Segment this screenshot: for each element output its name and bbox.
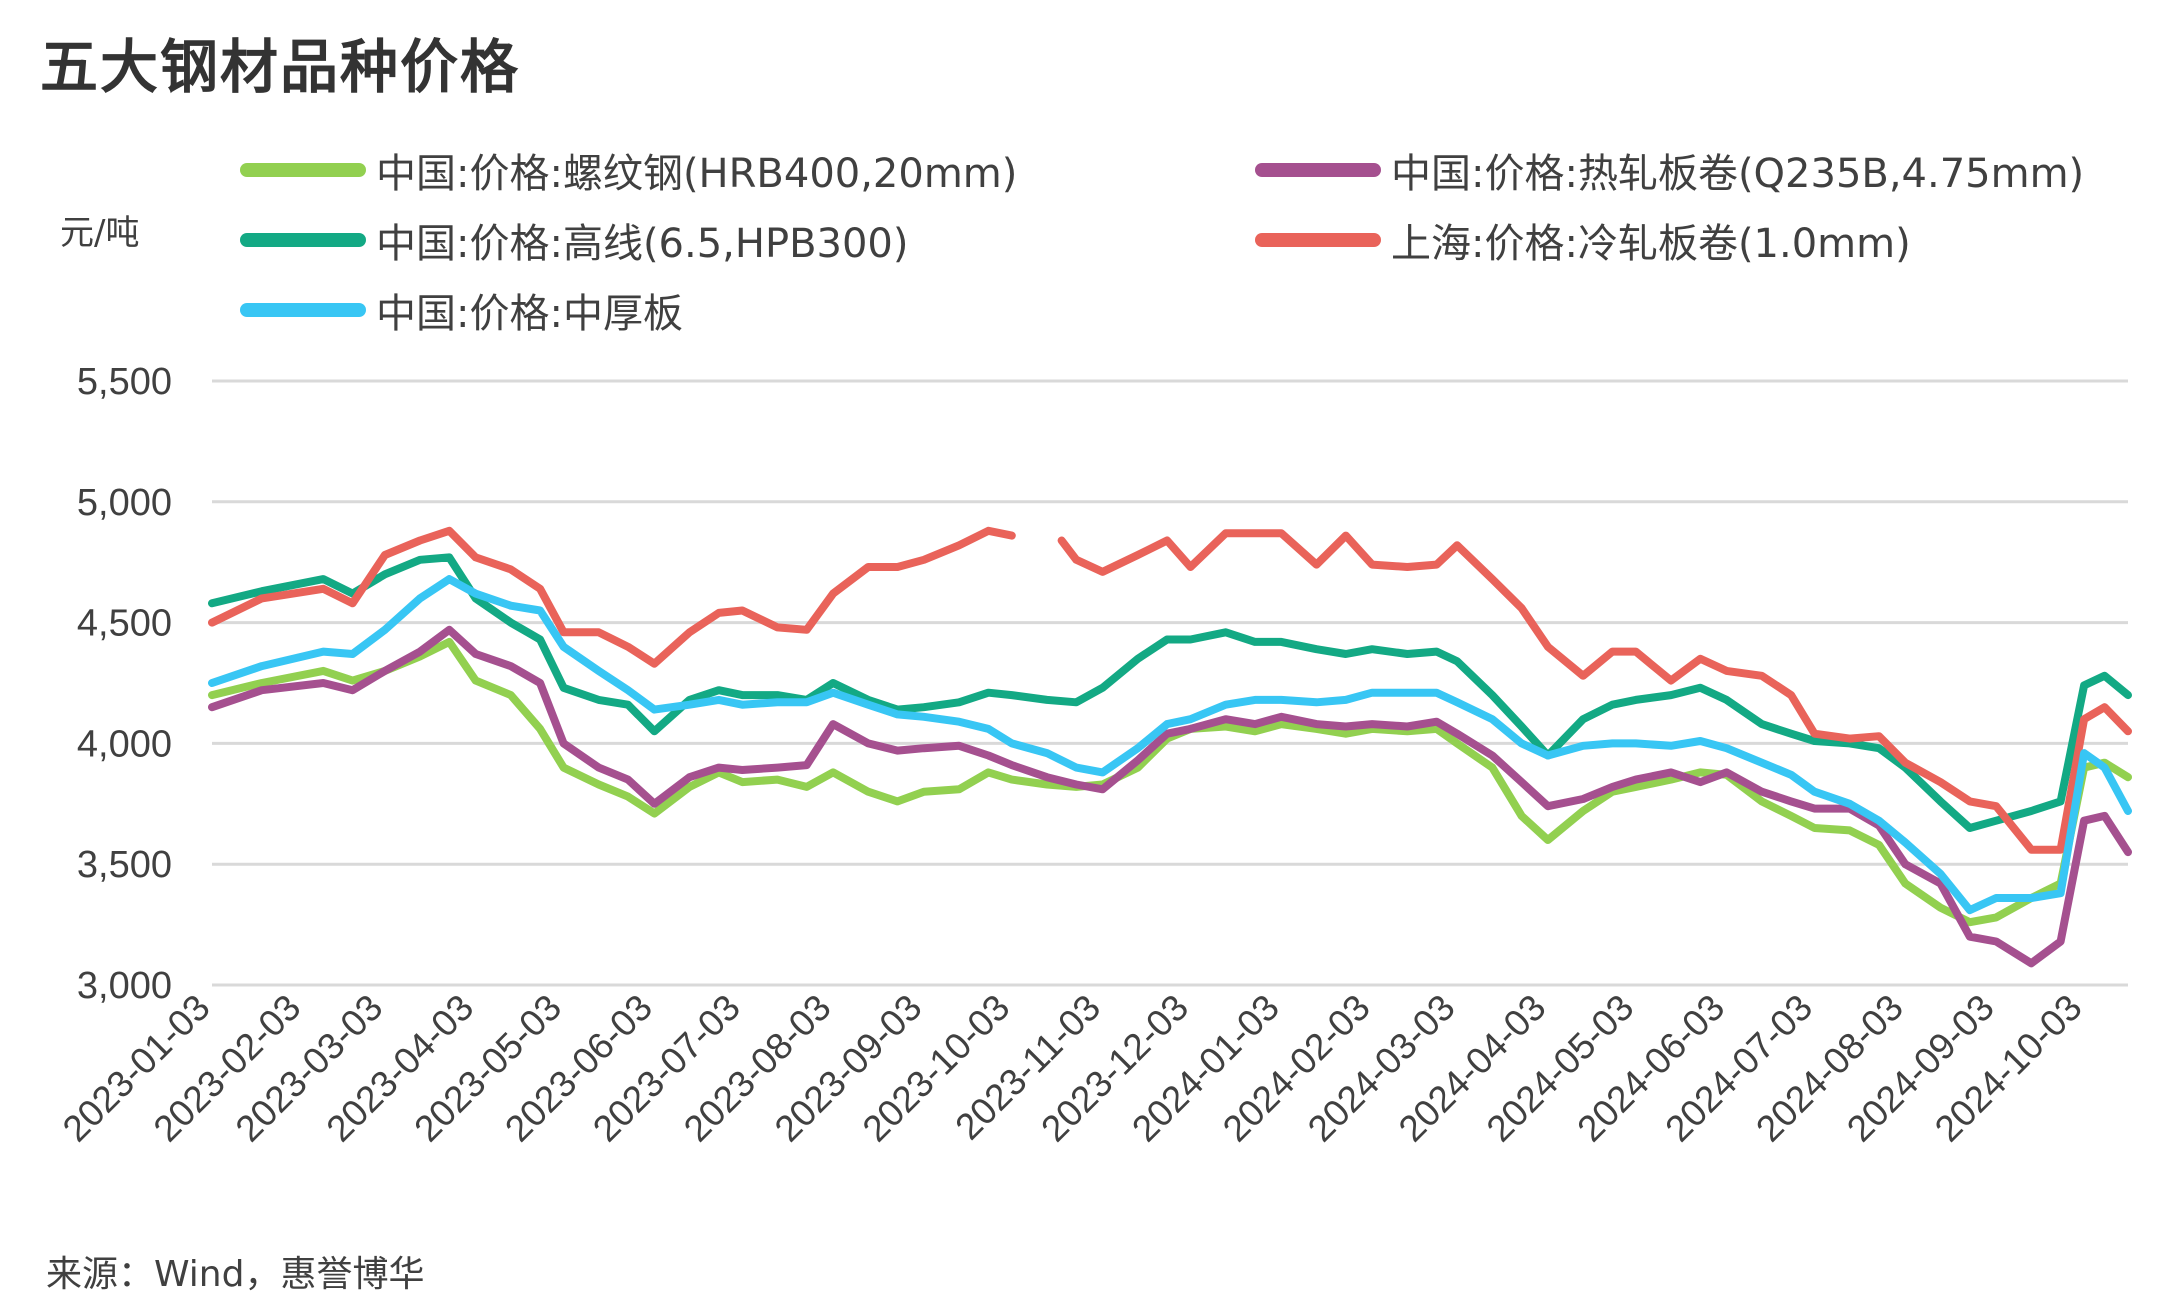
legend-label-medium-plate: 中国:价格:中厚板 <box>376 291 683 337</box>
legend-item-hot-rolled-coil: 中国:价格:热轧板卷(Q235B,4.75mm) <box>1255 145 2084 197</box>
legend-label-hot-rolled-coil: 中国:价格:热轧板卷(Q235B,4.75mm) <box>1391 151 2085 197</box>
y-tick-label: 5,500 <box>77 361 172 403</box>
series-line-1 <box>208 625 2132 968</box>
series-line-4 <box>208 575 2132 915</box>
y-tick-label: 5,000 <box>77 482 172 524</box>
legend-item-cold-rolled-coil: 上海:价格:冷轧板卷(1.0mm) <box>1255 215 1911 267</box>
y-tick-label: 4,000 <box>77 723 172 765</box>
y-tick-label: 3,500 <box>77 844 172 886</box>
legend-swatch-medium-plate <box>240 303 366 317</box>
legend-item-rebar: 中国:价格:螺纹钢(HRB400,20mm) <box>240 145 1017 197</box>
legend-label-cold-rolled-coil: 上海:价格:冷轧板卷(1.0mm) <box>1391 221 1911 267</box>
x-axis-tick-labels: 2023-01-032023-02-032023-03-032023-04-03… <box>55 987 2090 1150</box>
legend-swatch-cold-rolled-coil <box>1255 233 1381 247</box>
legend-swatch-hot-rolled-coil <box>1255 163 1381 177</box>
y-axis-tick-labels: 3,000 3,500 4,000 4,500 5,000 5,500 <box>77 361 172 1007</box>
gridlines <box>212 379 2128 987</box>
legend-item-wire-rod: 中国:价格:高线(6.5,HPB300) <box>240 215 908 267</box>
series-line-0 <box>208 637 2132 927</box>
y-tick-label: 3,000 <box>77 965 172 1007</box>
legend-label-wire-rod: 中国:价格:高线(6.5,HPB300) <box>376 221 909 267</box>
legend-swatch-rebar <box>240 163 366 177</box>
legend-label-rebar: 中国:价格:螺纹钢(HRB400,20mm) <box>376 151 1018 197</box>
legend-item-medium-plate: 中国:价格:中厚板 <box>240 285 683 337</box>
y-axis-unit-label: 元/吨 <box>60 213 140 253</box>
series-line-3 <box>208 526 2132 854</box>
legend-swatch-wire-rod <box>240 233 366 247</box>
series-lines <box>208 526 2132 968</box>
chart-title: 五大钢材品种价格 <box>40 33 521 101</box>
series-line-2 <box>208 553 2132 832</box>
y-tick-label: 4,500 <box>77 603 172 645</box>
source-note: 来源：Wind，惠誉博华 <box>46 1254 425 1295</box>
